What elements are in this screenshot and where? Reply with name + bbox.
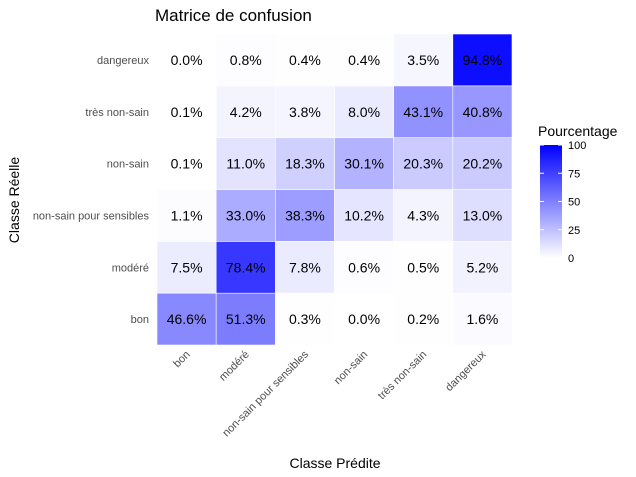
legend-tick-label: 25 [568,225,580,237]
legend-tick-label: 75 [568,168,580,180]
cell-value-label: 0.0% [348,311,380,327]
legend-colorbar [540,145,562,258]
legend-title: Pourcentage [538,123,618,139]
cell-value-label: 4.3% [407,207,439,223]
x-tick-label: modéré [217,349,252,384]
cell-value-label: 43.1% [403,104,443,120]
heatmap-cell [452,241,513,294]
heatmap-cell [452,189,513,242]
x-tick-label: bon [171,349,192,370]
heatmap-cell [275,33,335,87]
x-axis-title: Classe Prédite [289,455,380,471]
cell-value-label: 0.0% [171,52,203,68]
heatmap-cell [275,189,335,242]
heatmap-cell [275,85,335,138]
cell-value-label: 0.2% [407,311,439,327]
cell-value-label: 7.5% [171,259,203,275]
cell-value-label: 78.4% [226,259,266,275]
y-axis-ticks: bon modéré non-sain pour sensibles non-sain… [33,55,150,326]
heatmap-cell [215,85,276,138]
heatmap-cell [275,137,335,190]
heatmap-cell [156,189,217,242]
y-tick-label: modéré [112,262,149,274]
heatmap-cell [334,137,394,190]
cell-value-label: 0.1% [171,104,203,120]
heatmap-cell [393,137,454,190]
heatmap-cell [215,292,276,346]
heatmap-cell [215,189,276,242]
chart-title: Matrice de confusion [155,6,312,25]
x-tick-label: non-sain [332,349,370,387]
cell-value-label: 0.4% [348,52,380,68]
heatmap-cell [393,33,454,87]
cell-value-label: 8.0% [348,104,380,120]
heatmap-cell [452,292,513,346]
heatmap-cell [215,137,276,190]
heatmap-cell [156,137,217,190]
cell-value-label: 0.5% [407,259,439,275]
cell-value-label: 10.2% [344,207,384,223]
x-tick-label: très non-sain [376,349,429,402]
heatmap-cell [393,292,454,346]
cell-value-label: 0.8% [230,52,262,68]
cell-value-label: 0.1% [171,156,203,172]
heatmap-cell [452,33,513,87]
cell-value-label: 20.3% [403,156,443,172]
legend-tick-label: 100 [568,140,586,152]
cell-value-label: 33.0% [226,207,266,223]
heatmap-cell [156,33,217,87]
cell-value-label: 0.3% [289,311,321,327]
heatmap-cell [334,189,394,242]
cell-value-label: 20.2% [463,156,503,172]
cell-value-label: 46.6% [167,311,207,327]
cell-value-label: 3.5% [407,52,439,68]
heatmap-cell [452,85,513,138]
heatmap-cell [156,241,217,294]
cell-value-label: 1.1% [171,207,203,223]
cell-value-label: 1.6% [466,311,498,327]
cell-value-labels: 46.6% 51.3% 0.3% 0.0% 0.2% 1.6% 7.5% 78.4% 7.8% 0… [167,52,503,327]
y-tick-label: non-sain pour sensibles [33,210,150,222]
cell-value-label: 18.3% [285,156,325,172]
legend-ticks: 0 25 50 75 100 [540,140,586,265]
y-tick-label: très non-sain [85,107,149,119]
cell-value-label: 0.4% [289,52,321,68]
heatmap-cell [452,137,513,190]
legend-tick-label: 50 [568,197,580,209]
heatmap-cell [393,85,454,138]
cell-value-label: 0.6% [348,259,380,275]
heatmap-cell [393,241,454,294]
color-legend: Pourcentage 0 25 50 75 100 [538,123,618,265]
heatmap-cell [393,189,454,242]
heatmap-cell [156,292,217,346]
cell-value-label: 7.8% [289,259,321,275]
cell-value-label: 51.3% [226,311,266,327]
cell-value-label: 40.8% [463,104,503,120]
cell-value-label: 5.2% [466,259,498,275]
cell-value-label: 94.8% [463,52,503,68]
legend-tick-label: 0 [568,253,574,265]
heatmap-cells [156,33,513,346]
cell-value-label: 11.0% [226,156,265,172]
y-axis-title: Classe Réelle [6,157,22,244]
heatmap-cell [334,241,394,294]
y-tick-label: non-sain [107,159,149,171]
heatmap-cell [215,241,276,294]
x-tick-label: dangereux [443,348,489,394]
cell-value-label: 38.3% [285,207,325,223]
y-tick-label: bon [131,314,149,326]
cell-value-label: 13.0% [463,207,503,223]
cell-value-label: 4.2% [230,104,262,120]
cell-value-label: 3.8% [289,104,321,120]
heatmap-cell [215,33,276,87]
y-tick-label: dangereux [97,55,149,67]
cell-value-label: 30.1% [344,156,384,172]
